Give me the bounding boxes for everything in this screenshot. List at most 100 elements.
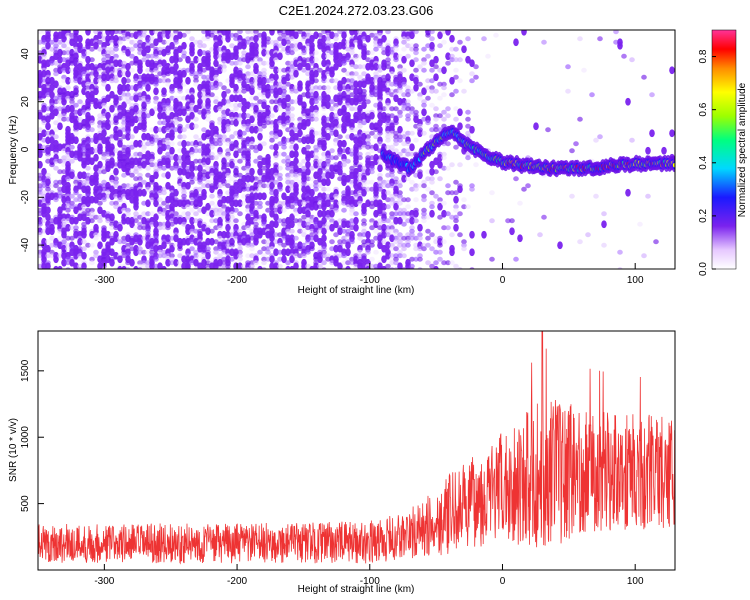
heatmap-cell bbox=[301, 59, 307, 68]
heatmap-cell bbox=[417, 64, 423, 70]
heatmap-cell bbox=[189, 179, 195, 185]
heatmap-cell bbox=[57, 48, 63, 57]
heatmap-cell bbox=[69, 38, 75, 47]
heatmap-cell bbox=[241, 88, 247, 94]
heatmap-cell bbox=[153, 95, 159, 101]
heatmap-cell bbox=[117, 59, 123, 68]
heatmap-cell bbox=[445, 165, 451, 171]
heatmap-cell bbox=[401, 134, 407, 140]
heatmap-cell bbox=[465, 109, 471, 115]
heatmap-cell bbox=[637, 221, 643, 227]
heatmap-cell bbox=[277, 200, 283, 206]
heatmap-cell bbox=[213, 85, 219, 91]
heatmap-cell bbox=[349, 71, 355, 77]
heatmap-cell bbox=[217, 258, 223, 267]
heatmap-cell bbox=[69, 193, 75, 199]
heatmap-cell bbox=[473, 64, 479, 70]
heatmap-cell bbox=[209, 141, 215, 147]
heatmap-cell bbox=[185, 181, 191, 190]
heatmap-cell bbox=[157, 211, 163, 217]
heatmap-cell bbox=[205, 109, 211, 115]
heatmap-cell bbox=[149, 67, 155, 73]
heatmap-cell bbox=[169, 41, 175, 50]
heatmap-cell bbox=[309, 85, 315, 91]
heatmap-cell bbox=[189, 164, 195, 173]
heatmap-cell bbox=[265, 116, 271, 122]
x-tick-label: -300 bbox=[94, 275, 114, 286]
heatmap-cell bbox=[373, 143, 379, 152]
heatmap-cell bbox=[217, 235, 223, 241]
heatmap-cell bbox=[437, 176, 443, 182]
heatmap-cell bbox=[77, 34, 83, 43]
heatmap-cell bbox=[61, 43, 67, 49]
heatmap-cell bbox=[181, 255, 187, 264]
heatmap-cell bbox=[669, 66, 675, 75]
heatmap-cell bbox=[205, 260, 211, 266]
x-tick-label: -300 bbox=[94, 576, 114, 587]
heatmap-cell bbox=[441, 66, 447, 75]
heatmap-cell bbox=[237, 102, 243, 108]
heatmap-cell bbox=[109, 258, 115, 267]
heatmap-cell bbox=[105, 190, 111, 196]
heatmap-cell bbox=[625, 188, 631, 197]
heatmap-cell bbox=[69, 216, 75, 225]
heatmap-cell bbox=[629, 137, 635, 143]
heatmap-cell bbox=[53, 165, 59, 171]
heatmap-cell bbox=[109, 218, 115, 224]
heatmap-cell bbox=[349, 127, 355, 133]
heatmap-cell bbox=[217, 225, 223, 231]
x-tick-label: -100 bbox=[360, 275, 380, 286]
heatmap-cell bbox=[97, 206, 103, 215]
heatmap-cell bbox=[301, 67, 307, 73]
heatmap-cell bbox=[53, 108, 59, 117]
heatmap-cell bbox=[153, 256, 159, 262]
heatmap-cell bbox=[101, 62, 107, 71]
heatmap-cell bbox=[217, 66, 223, 75]
heatmap-cell bbox=[133, 78, 139, 84]
heatmap-cell bbox=[281, 255, 287, 264]
heatmap-cell bbox=[229, 52, 235, 61]
heatmap-cell bbox=[49, 242, 55, 248]
heatmap-cell bbox=[297, 228, 303, 234]
heatmap-cell bbox=[353, 216, 359, 225]
heatmap-cell bbox=[381, 83, 387, 92]
heatmap-cell bbox=[193, 204, 199, 210]
heatmap-cell bbox=[289, 228, 295, 234]
heatmap-cell bbox=[197, 43, 203, 49]
heatmap-cell bbox=[337, 151, 343, 157]
heatmap-cell bbox=[457, 108, 463, 117]
heatmap-cell bbox=[345, 71, 351, 77]
heatmap-cell bbox=[113, 176, 119, 182]
heatmap-cell bbox=[49, 111, 55, 120]
heatmap-cell bbox=[385, 64, 391, 70]
heatmap-cell bbox=[45, 200, 51, 206]
heatmap-cell bbox=[229, 134, 235, 140]
heatmap-cell bbox=[349, 106, 355, 112]
heatmap-cell bbox=[69, 204, 75, 210]
heatmap-cell bbox=[89, 46, 95, 52]
heatmap-cell bbox=[345, 220, 351, 229]
heatmap-cell bbox=[77, 108, 83, 117]
heatmap-cell bbox=[349, 64, 355, 70]
heatmap-cell bbox=[38, 95, 43, 101]
heatmap-cell bbox=[293, 157, 299, 166]
heatmap-cell bbox=[197, 101, 203, 110]
heatmap-cell bbox=[205, 62, 211, 71]
heatmap-cell bbox=[209, 73, 215, 82]
heatmap-cell bbox=[309, 34, 315, 43]
heatmap-cell bbox=[325, 171, 331, 180]
heatmap-cell bbox=[593, 137, 599, 143]
heatmap-cell bbox=[89, 120, 95, 126]
heatmap-cell bbox=[405, 106, 411, 112]
heatmap-cell bbox=[421, 87, 427, 96]
heatmap-cell bbox=[185, 214, 191, 220]
heatmap-cell bbox=[137, 263, 143, 269]
heatmap-cell bbox=[393, 120, 399, 126]
heatmap-cell bbox=[381, 62, 387, 71]
heatmap-cell bbox=[289, 195, 295, 204]
heatmap-cell bbox=[141, 216, 147, 225]
heatmap-cell bbox=[69, 248, 75, 257]
heatmap-cell bbox=[41, 144, 47, 150]
heatmap-cell bbox=[389, 242, 395, 248]
heatmap-cell bbox=[377, 111, 383, 120]
